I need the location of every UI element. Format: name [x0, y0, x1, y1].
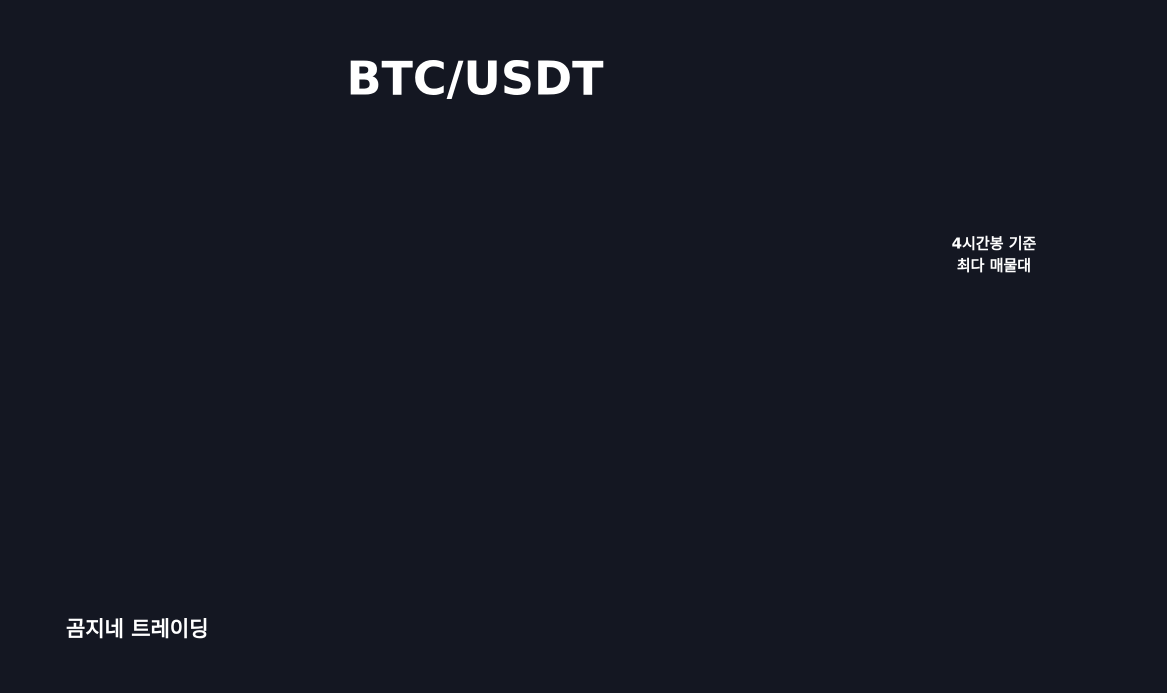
watermark: 곰지네 트레이딩 [66, 617, 209, 641]
chart-title: BTC/USDT [346, 52, 604, 106]
poc-note: 최다 매물대 [957, 257, 1031, 275]
poc-note: 4시간봉 기준 [952, 235, 1037, 253]
